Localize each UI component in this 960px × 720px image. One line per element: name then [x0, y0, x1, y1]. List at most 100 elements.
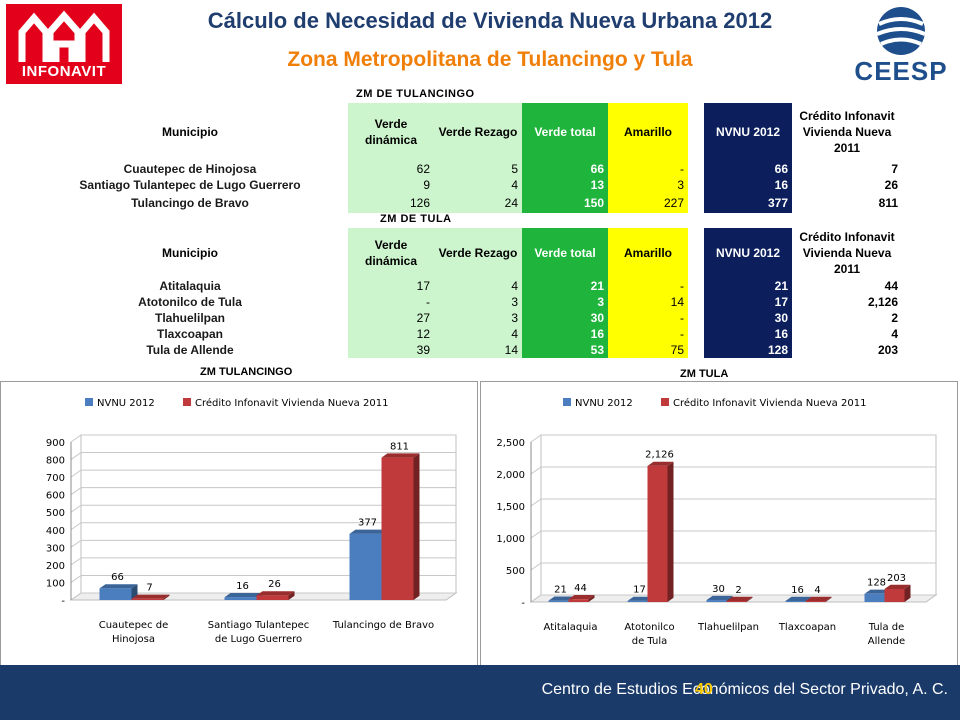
legend-swatch [183, 398, 191, 406]
gridline [530, 562, 936, 571]
column-header-nvnu: NVNU 2012 [704, 228, 792, 278]
page-number: 40 [695, 681, 713, 698]
table-cell-credito: 2,126 [867, 295, 898, 309]
table-cell-nvnu: 16 [704, 326, 792, 342]
table-cell-amarillo: 14 [608, 294, 688, 310]
gridline [70, 592, 456, 601]
bar-top [884, 584, 911, 590]
bar-side [667, 461, 674, 602]
table-cell-verde-total: 21 [522, 278, 608, 294]
table-cell-municipio: Tulancingo de Bravo [131, 196, 249, 210]
data-label: 17 [633, 585, 646, 596]
bar-top [99, 584, 138, 589]
table-cell-verde-rezago: 3 [434, 294, 522, 310]
table-cell-verde-dinamica: 62 [348, 161, 434, 177]
table-cell-verde-dinamica: 27 [348, 310, 434, 326]
infonavit-logo-text: INFONAVIT [21, 63, 107, 80]
bar-front [349, 533, 382, 600]
bar [256, 591, 295, 600]
y-tick-label: 100 [46, 578, 65, 589]
y-tick-label: 700 [46, 473, 65, 484]
bar-top [349, 529, 388, 534]
table-cell-credito: 4 [891, 327, 898, 341]
table-zone-label: ZM DE TULA [380, 213, 452, 225]
data-label: 203 [887, 573, 906, 584]
bar-top [256, 591, 295, 596]
table-cell-amarillo: 227 [608, 193, 688, 213]
data-label: 377 [358, 518, 377, 529]
table-cell-verde-total: 53 [522, 342, 608, 358]
table-cell-verde-total: 150 [522, 193, 608, 213]
globe-icon [876, 7, 926, 55]
column-header-verde-dinamica: Verde dinámica [348, 228, 434, 278]
column-header-amarillo: Amarillo [608, 228, 688, 278]
bar-front [99, 588, 132, 600]
bar-side [588, 594, 595, 602]
ceesp-logo: CEESP [848, 4, 954, 88]
bar-top [627, 596, 654, 601]
bar-front [224, 597, 257, 600]
table-cell-nvnu: 377 [704, 193, 792, 213]
bar-side [288, 591, 295, 600]
bar-front [805, 601, 826, 602]
table-cell-credito: 811 [878, 196, 898, 210]
data-label: 16 [791, 585, 804, 596]
data-label: 2 [735, 585, 741, 596]
gridline [70, 539, 456, 548]
gridline [530, 498, 936, 507]
column-header-verde-dinamica: Verde dinámica [348, 103, 434, 161]
gridline [70, 574, 456, 583]
table-cell-verde-dinamica: 39 [348, 342, 434, 358]
table-cell-municipio: Atotonilco de Tula [138, 295, 242, 309]
bar-top [568, 594, 595, 600]
gridline [70, 487, 456, 496]
legend-label: Crédito Infonavit Vivienda Nueva 2011 [195, 397, 388, 409]
data-label: 66 [111, 572, 124, 583]
infonavit-house-icon [18, 10, 110, 62]
y-tick-label: 1,000 [496, 534, 525, 545]
table-cell-verde-rezago: 4 [434, 326, 522, 342]
y-tick-label: 800 [46, 456, 65, 467]
table-cell-amarillo: - [608, 161, 688, 177]
table-cell-nvnu: 66 [704, 161, 792, 177]
column-header-credito: Crédito Infonavit Vivienda Nueva 2011 [799, 230, 895, 276]
legend-label: Crédito Infonavit Vivienda Nueva 2011 [673, 397, 866, 409]
column-header-verde-total: Verde total [522, 103, 608, 161]
y-tick-label: - [521, 598, 525, 609]
table-cell-nvnu: 128 [704, 342, 792, 358]
bar [131, 594, 170, 600]
legend-swatch [563, 398, 571, 406]
bar [726, 596, 753, 602]
x-tick-label: Tlaxcoapan [778, 622, 836, 633]
column-header-verde-rezago: Verde Rezago [434, 228, 522, 278]
table-cell-nvnu: 16 [704, 177, 792, 193]
table-cell-verde-rezago: 4 [434, 278, 522, 294]
table-cell-amarillo: 75 [608, 342, 688, 358]
column-header-nvnu: NVNU 2012 [704, 103, 792, 161]
bar-front [548, 600, 569, 602]
bar-front [884, 589, 905, 602]
footer-text: Centro de Estudios Económicos del Sector… [541, 681, 948, 698]
data-label: 44 [574, 583, 587, 594]
column-header-municipio: Municipio [162, 246, 218, 260]
gridline [530, 434, 936, 443]
footer-bar: Centro de Estudios Económicos del Sector… [0, 665, 960, 720]
page-title: Cálculo de Necesidad de Vivienda Nueva U… [207, 8, 773, 33]
bar-front [256, 595, 289, 600]
bar-side [163, 594, 170, 600]
chart-tula-svg: - 500 1,000 1,500 2,000 2,500 NVNU 2012 Crédito… [496, 397, 938, 647]
y-tick-label: 200 [46, 561, 65, 572]
chart-back-wall [540, 434, 937, 596]
data-label: 16 [236, 581, 249, 592]
table-cell-municipio: Santiago Tulantepec de Lugo Guerrero [79, 178, 301, 192]
bar-side [825, 596, 832, 602]
bar-front [864, 593, 885, 602]
bar-front [726, 601, 747, 602]
table-cell-amarillo: 3 [608, 177, 688, 193]
table-cell-verde-total: 30 [522, 310, 608, 326]
bar-top [224, 592, 263, 598]
bar-front [785, 600, 806, 602]
bar-side [413, 453, 420, 600]
data-label: 2,126 [645, 450, 674, 461]
table-cell-verde-rezago: 3 [434, 310, 522, 326]
